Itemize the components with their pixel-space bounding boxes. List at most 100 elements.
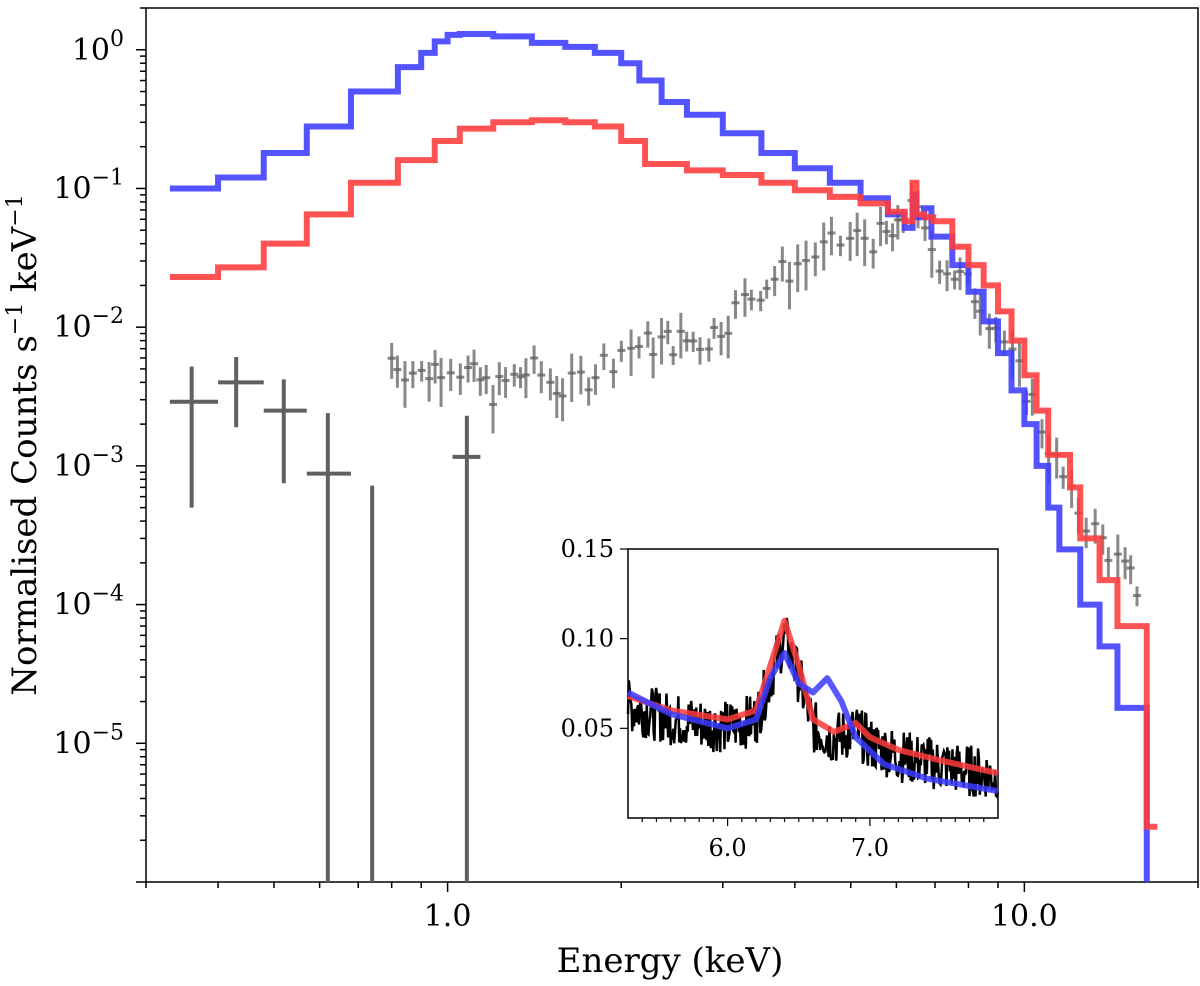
y-tick-label: 10−5 bbox=[53, 720, 124, 761]
data-point bbox=[169, 366, 219, 508]
x-tick-label: 1.0 bbox=[424, 899, 472, 934]
model-line-blue bbox=[169, 30, 1150, 882]
main-plot: 1.0 10.0 100 10−1 10−2 10−3 10−4 10−5 bbox=[53, 7, 1199, 934]
data-point bbox=[943, 260, 952, 292]
data-point bbox=[417, 360, 426, 382]
inset-ticks: 6.0 7.0 0.05 0.10 0.15 bbox=[561, 535, 985, 862]
inset-y-tick-label: 0.10 bbox=[561, 625, 614, 653]
inset-plot: 6.0 7.0 0.05 0.10 0.15 bbox=[561, 535, 999, 862]
x-axis-label: Energy (keV) bbox=[557, 941, 784, 981]
data-point bbox=[731, 290, 740, 319]
data-point bbox=[470, 349, 479, 382]
data-point bbox=[627, 329, 636, 376]
main-plot-frame bbox=[145, 7, 1199, 883]
data-point bbox=[576, 355, 585, 395]
data-point bbox=[724, 315, 733, 359]
data-point bbox=[704, 338, 713, 362]
y-tick-label: 10−2 bbox=[53, 304, 124, 345]
data-point bbox=[860, 219, 869, 267]
model-line-red bbox=[169, 117, 1158, 830]
y-tick-label: 10−3 bbox=[53, 443, 124, 484]
data-point bbox=[617, 340, 626, 362]
inset-model-blue bbox=[626, 650, 999, 795]
data-point bbox=[489, 384, 498, 434]
main-ticks: 1.0 10.0 100 10−1 10−2 10−3 10−4 10−5 bbox=[53, 7, 1199, 934]
data-point bbox=[584, 377, 593, 406]
data-point bbox=[1082, 517, 1091, 549]
data-point bbox=[1052, 437, 1061, 479]
data-point bbox=[634, 336, 643, 359]
data-point bbox=[770, 266, 779, 297]
data-point bbox=[747, 289, 756, 311]
data-point bbox=[793, 244, 802, 293]
data-point bbox=[501, 367, 510, 398]
inset-y-tick-label: 0.05 bbox=[561, 714, 614, 742]
data-point bbox=[819, 222, 828, 271]
inset-x-tick-label: 6.0 bbox=[709, 834, 747, 862]
y-tick-label: 10−1 bbox=[53, 165, 124, 206]
data-point bbox=[476, 367, 485, 396]
inset-x-tick-label: 7.0 bbox=[851, 834, 889, 862]
data-point bbox=[827, 216, 836, 256]
data-point bbox=[676, 312, 685, 359]
data-point bbox=[740, 278, 749, 317]
data-point bbox=[263, 379, 307, 484]
data-point bbox=[785, 261, 794, 310]
data-point bbox=[696, 337, 705, 365]
data-point bbox=[567, 353, 576, 403]
data-point bbox=[546, 368, 555, 401]
data-point bbox=[400, 361, 409, 408]
data-point bbox=[599, 343, 608, 370]
data-point bbox=[431, 349, 440, 384]
data-point bbox=[710, 317, 719, 339]
data-point bbox=[1133, 586, 1142, 607]
y-axis-label: Normalised Counts s−1 keV−1 bbox=[3, 194, 45, 696]
data-point bbox=[1126, 555, 1135, 585]
data-point bbox=[846, 221, 855, 262]
data-point bbox=[649, 337, 658, 379]
data-point bbox=[609, 358, 618, 389]
data-point bbox=[811, 242, 820, 277]
data-point bbox=[778, 246, 787, 282]
x-tick-label: 10.0 bbox=[991, 899, 1058, 934]
data-point bbox=[663, 320, 672, 345]
data-point bbox=[717, 322, 726, 356]
data-point bbox=[425, 361, 434, 402]
data-point bbox=[510, 364, 519, 387]
main-data-layer bbox=[169, 30, 1158, 882]
data-point bbox=[552, 375, 561, 419]
y-axis-label-group: Normalised Counts s−1 keV−1 bbox=[3, 194, 45, 696]
data-point bbox=[393, 355, 402, 388]
data-point bbox=[456, 363, 465, 395]
data-point bbox=[437, 357, 446, 407]
data-point bbox=[1059, 466, 1068, 489]
data-point bbox=[802, 240, 811, 291]
data-point bbox=[521, 358, 530, 399]
data-point bbox=[387, 342, 396, 379]
data-point bbox=[1104, 547, 1113, 578]
data-point bbox=[591, 364, 600, 395]
data-point bbox=[446, 358, 455, 392]
inset-frame bbox=[627, 548, 999, 819]
y-tick-label: 100 bbox=[72, 27, 124, 68]
data-point bbox=[888, 223, 897, 252]
data-point bbox=[756, 290, 765, 312]
inset-y-tick-label: 0.15 bbox=[561, 535, 614, 563]
data-point bbox=[869, 238, 878, 269]
data-point bbox=[882, 220, 891, 245]
data-point bbox=[482, 364, 491, 395]
data-point bbox=[762, 279, 771, 299]
data-point bbox=[306, 413, 351, 882]
data-point bbox=[669, 346, 678, 365]
data-point bbox=[516, 367, 525, 389]
data-point bbox=[452, 415, 481, 882]
data-point bbox=[530, 345, 539, 374]
data-point bbox=[218, 356, 264, 428]
data-point bbox=[876, 206, 885, 247]
inset-model-red bbox=[627, 617, 999, 777]
y-tick-label: 10−4 bbox=[53, 582, 124, 623]
inset-data-layer bbox=[626, 617, 999, 800]
data-point bbox=[657, 318, 666, 365]
data-point bbox=[1113, 534, 1122, 584]
